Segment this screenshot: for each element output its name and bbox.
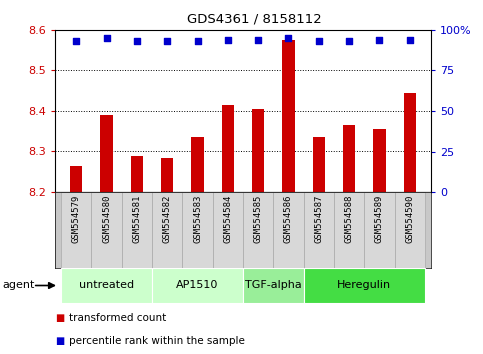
Bar — [404, 93, 416, 192]
Text: TGF-alpha: TGF-alpha — [245, 280, 302, 291]
Point — [103, 35, 111, 41]
Text: agent: agent — [2, 280, 35, 291]
Bar — [100, 115, 113, 192]
Text: GSM554582: GSM554582 — [163, 194, 171, 242]
Bar — [70, 166, 82, 192]
Bar — [243, 268, 304, 303]
Bar — [152, 268, 243, 303]
Bar — [91, 192, 122, 268]
Text: GSM554590: GSM554590 — [405, 194, 414, 242]
Text: GSM554585: GSM554585 — [254, 194, 263, 242]
Bar — [313, 137, 325, 192]
Bar — [343, 125, 355, 192]
Text: GSM554586: GSM554586 — [284, 194, 293, 242]
Text: transformed count: transformed count — [70, 313, 167, 323]
Bar — [283, 40, 295, 192]
Text: percentile rank within the sample: percentile rank within the sample — [70, 336, 245, 346]
Text: ■: ■ — [55, 313, 64, 323]
Text: Heregulin: Heregulin — [337, 280, 391, 291]
Text: GSM554581: GSM554581 — [132, 194, 142, 242]
Text: GSM554580: GSM554580 — [102, 194, 111, 242]
Text: GDS4361 / 8158112: GDS4361 / 8158112 — [186, 12, 321, 25]
Bar — [61, 268, 152, 303]
Point — [315, 39, 323, 44]
Bar — [304, 268, 425, 303]
Bar — [364, 192, 395, 268]
Text: GSM554583: GSM554583 — [193, 194, 202, 242]
Bar — [152, 192, 183, 268]
Bar — [61, 192, 91, 268]
Bar — [273, 192, 304, 268]
Bar — [183, 192, 213, 268]
Text: AP1510: AP1510 — [176, 280, 219, 291]
Text: ■: ■ — [55, 336, 64, 346]
Bar — [334, 192, 364, 268]
Bar — [373, 129, 385, 192]
Bar — [304, 192, 334, 268]
Text: GSM554587: GSM554587 — [314, 194, 323, 242]
Text: GSM554588: GSM554588 — [345, 194, 354, 242]
Bar — [395, 192, 425, 268]
Bar — [213, 192, 243, 268]
Point — [284, 35, 292, 41]
Point — [72, 39, 80, 44]
Point — [406, 37, 413, 42]
Bar — [131, 155, 143, 192]
Bar — [191, 137, 203, 192]
Point — [254, 37, 262, 42]
Bar — [243, 192, 273, 268]
Text: untreated: untreated — [79, 280, 134, 291]
Point — [224, 37, 232, 42]
Text: GSM554584: GSM554584 — [223, 194, 232, 242]
Bar — [161, 158, 173, 192]
Text: GSM554579: GSM554579 — [72, 194, 81, 242]
Bar — [252, 109, 264, 192]
Text: GSM554589: GSM554589 — [375, 194, 384, 242]
Point — [345, 39, 353, 44]
Bar — [122, 192, 152, 268]
Point — [163, 39, 171, 44]
Point — [194, 39, 201, 44]
Point — [376, 37, 384, 42]
Point — [133, 39, 141, 44]
Bar — [222, 105, 234, 192]
